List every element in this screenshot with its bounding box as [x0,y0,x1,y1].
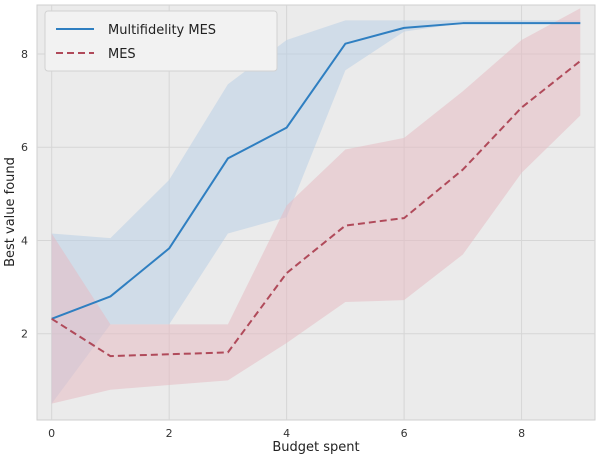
confidence-bands [51,8,581,404]
x-tick-label: 2 [166,427,173,440]
series-line-multifidelity-mes [51,22,581,320]
y-tick-label: 4 [21,234,28,247]
y-tick-label: 2 [21,328,28,341]
legend: Multifidelity MES MES [44,10,278,72]
x-tick-label: 0 [48,427,55,440]
y-axis-ticks: 2 4 6 8 [21,48,28,341]
x-axis-ticks: 0 2 4 6 8 [48,427,525,440]
y-tick-label: 6 [21,141,28,154]
band-multifidelity-mes [51,20,581,404]
band-mes [51,8,581,404]
x-tick-label: 4 [283,427,290,440]
x-tick-label: 6 [401,427,408,440]
x-axis-label: Budget spent [272,440,359,455]
series-lines [51,22,581,358]
y-tick-label: 8 [21,48,28,61]
y-axis-label: Best value found [3,157,18,267]
series-line-mes [51,60,581,358]
x-tick-label: 8 [518,427,525,440]
legend-label-multifidelity-mes: Multifidelity MES [108,23,216,38]
legend-box [44,10,278,72]
legend-label-mes: MES [108,47,136,62]
